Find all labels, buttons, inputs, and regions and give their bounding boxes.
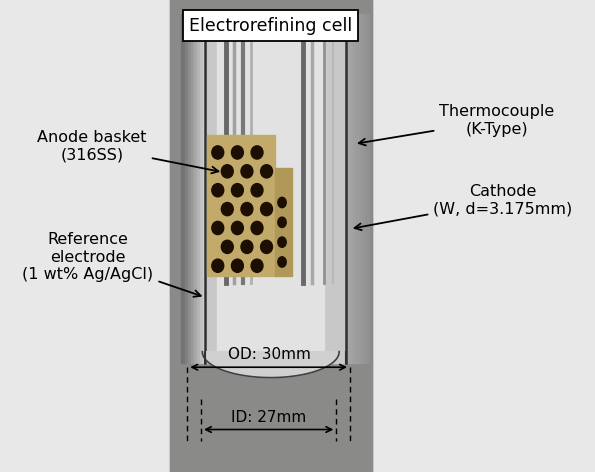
Bar	[306, 14, 309, 363]
Bar	[213, 14, 216, 363]
Bar	[197, 14, 201, 363]
Bar	[219, 14, 222, 363]
Text: Cathode
(W, d=3.175mm): Cathode (W, d=3.175mm)	[355, 185, 572, 230]
Bar	[309, 14, 313, 363]
Text: Reference
electrode
(1 wt% Ag/AgCl): Reference electrode (1 wt% Ag/AgCl)	[23, 232, 201, 297]
Bar	[226, 14, 228, 363]
Bar	[300, 14, 303, 363]
Bar	[170, 0, 372, 472]
Ellipse shape	[251, 184, 263, 197]
Bar	[231, 14, 234, 363]
Bar	[316, 14, 319, 363]
Ellipse shape	[212, 184, 224, 197]
Polygon shape	[202, 352, 339, 378]
Bar	[353, 14, 356, 363]
Bar	[263, 14, 266, 363]
Ellipse shape	[231, 146, 243, 159]
Bar	[322, 14, 325, 363]
Bar	[272, 14, 275, 363]
Text: Electrorefining cell: Electrorefining cell	[189, 17, 352, 34]
Ellipse shape	[251, 146, 263, 159]
Bar	[241, 14, 244, 363]
Bar	[328, 14, 331, 363]
Ellipse shape	[221, 165, 233, 178]
Bar	[334, 14, 338, 363]
Bar	[356, 14, 359, 363]
Ellipse shape	[261, 202, 273, 216]
Bar	[234, 14, 237, 363]
Bar	[331, 14, 334, 363]
Bar	[363, 14, 366, 363]
Bar	[217, 14, 324, 363]
Ellipse shape	[278, 197, 286, 208]
Bar	[206, 14, 209, 363]
Bar	[303, 14, 306, 363]
Bar	[288, 14, 291, 363]
Ellipse shape	[241, 165, 253, 178]
Bar	[297, 14, 300, 363]
Bar	[250, 14, 253, 363]
Bar	[194, 14, 197, 363]
Bar	[184, 14, 188, 363]
Bar	[200, 14, 203, 363]
Ellipse shape	[231, 184, 243, 197]
Bar	[313, 14, 316, 363]
Bar	[259, 14, 263, 363]
Bar	[278, 14, 281, 363]
Bar	[244, 14, 247, 363]
Ellipse shape	[212, 221, 224, 235]
Ellipse shape	[221, 240, 233, 253]
Ellipse shape	[278, 217, 286, 228]
Bar	[281, 14, 284, 363]
Ellipse shape	[278, 237, 286, 247]
Bar	[253, 14, 256, 363]
Bar	[269, 14, 272, 363]
Bar	[209, 14, 213, 363]
Text: Thermocouple
(K-Type): Thermocouple (K-Type)	[359, 104, 555, 145]
Bar	[203, 14, 206, 363]
Bar	[266, 14, 269, 363]
Bar	[325, 14, 328, 363]
Ellipse shape	[278, 257, 286, 267]
Bar	[291, 14, 294, 363]
Bar	[205, 14, 346, 363]
Bar	[207, 135, 275, 276]
Bar	[359, 14, 362, 363]
Ellipse shape	[261, 165, 273, 178]
Bar	[181, 14, 184, 363]
Ellipse shape	[241, 202, 253, 216]
Bar	[350, 14, 353, 363]
Ellipse shape	[231, 221, 243, 235]
Bar	[284, 14, 288, 363]
Ellipse shape	[212, 259, 224, 272]
Bar	[216, 14, 219, 363]
Bar	[347, 14, 350, 363]
Bar	[191, 14, 194, 363]
Bar	[222, 14, 226, 363]
Bar	[170, 0, 372, 472]
Bar	[275, 14, 278, 363]
Bar	[256, 14, 259, 363]
Bar	[341, 14, 344, 363]
Bar	[247, 14, 250, 363]
Bar	[228, 14, 231, 363]
Bar	[294, 14, 297, 363]
Bar	[366, 14, 369, 363]
Ellipse shape	[231, 259, 243, 272]
Bar	[238, 14, 241, 363]
Bar	[338, 14, 341, 363]
Ellipse shape	[221, 202, 233, 216]
Ellipse shape	[251, 259, 263, 272]
Bar	[319, 14, 322, 363]
Bar	[188, 14, 191, 363]
Text: Anode basket
(316SS): Anode basket (316SS)	[37, 130, 218, 173]
Ellipse shape	[241, 240, 253, 253]
Ellipse shape	[261, 240, 273, 253]
Text: OD: 30mm: OD: 30mm	[227, 347, 311, 362]
Bar	[344, 14, 347, 363]
Ellipse shape	[251, 221, 263, 235]
Ellipse shape	[212, 146, 224, 159]
Text: ID: 27mm: ID: 27mm	[231, 410, 306, 425]
Bar	[275, 168, 292, 276]
